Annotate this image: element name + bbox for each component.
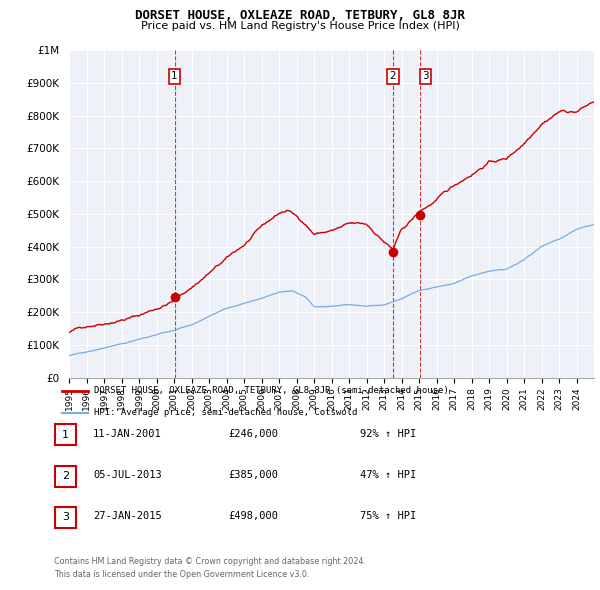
Text: This data is licensed under the Open Government Licence v3.0.: This data is licensed under the Open Gov… [54,571,310,579]
Text: £246,000: £246,000 [228,429,278,438]
Text: 47% ↑ HPI: 47% ↑ HPI [360,470,416,480]
Text: DORSET HOUSE, OXLEAZE ROAD, TETBURY, GL8 8JR: DORSET HOUSE, OXLEAZE ROAD, TETBURY, GL8… [135,9,465,22]
FancyBboxPatch shape [55,466,76,487]
Text: Contains HM Land Registry data © Crown copyright and database right 2024.: Contains HM Land Registry data © Crown c… [54,558,366,566]
FancyBboxPatch shape [55,507,76,528]
Text: DORSET HOUSE, OXLEAZE ROAD, TETBURY, GL8 8JR (semi-detached house): DORSET HOUSE, OXLEAZE ROAD, TETBURY, GL8… [94,386,448,395]
Text: 3: 3 [422,71,429,81]
Text: 05-JUL-2013: 05-JUL-2013 [93,470,162,480]
Text: 2: 2 [62,471,69,481]
Text: 1: 1 [62,430,69,440]
Text: 75% ↑ HPI: 75% ↑ HPI [360,512,416,521]
Text: 27-JAN-2015: 27-JAN-2015 [93,512,162,521]
Text: 1: 1 [171,71,178,81]
Text: £385,000: £385,000 [228,470,278,480]
Text: 11-JAN-2001: 11-JAN-2001 [93,429,162,438]
Text: 2: 2 [389,71,396,81]
Text: £498,000: £498,000 [228,512,278,521]
FancyBboxPatch shape [55,424,76,445]
Text: 92% ↑ HPI: 92% ↑ HPI [360,429,416,438]
Text: 3: 3 [62,513,69,522]
Text: Price paid vs. HM Land Registry's House Price Index (HPI): Price paid vs. HM Land Registry's House … [140,21,460,31]
Text: HPI: Average price, semi-detached house, Cotswold: HPI: Average price, semi-detached house,… [94,408,357,417]
